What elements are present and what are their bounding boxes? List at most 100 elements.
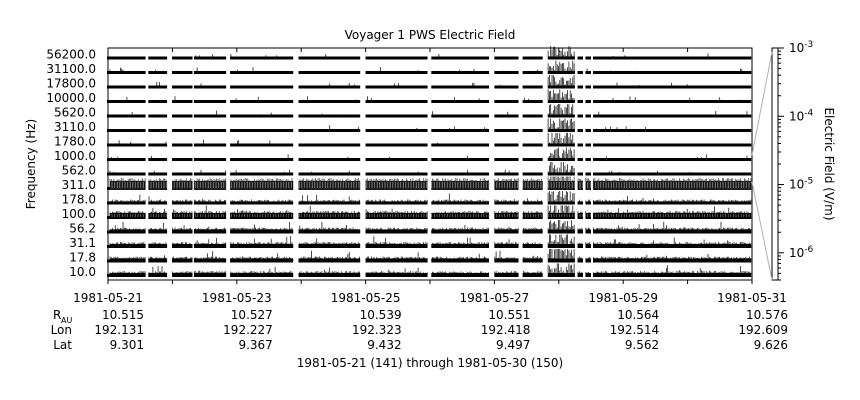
channel-trace: [107, 118, 752, 132]
channel-band: [110, 244, 146, 248]
channel-band: [431, 114, 489, 118]
x-tick-label: 1981-05-29: [588, 291, 658, 305]
channel-band: [593, 100, 751, 103]
channel-band: [110, 273, 146, 277]
ephemeris-value: 10.539: [360, 308, 402, 322]
channel-band: [110, 172, 146, 176]
channel-band: [148, 56, 168, 60]
ephemeris-value: 9.497: [496, 338, 530, 352]
channel-band: [431, 71, 489, 74]
channel-band: [431, 129, 489, 132]
channel-trace: [107, 205, 752, 219]
channel-band: [110, 143, 146, 147]
ephemeris-value: 192.418: [481, 323, 531, 337]
channel-spikes: [109, 220, 752, 234]
channel-band: [593, 71, 751, 74]
channel-band: [548, 229, 575, 234]
channel-band: [148, 229, 168, 234]
channel-band: [148, 158, 168, 161]
channel-trace: [107, 263, 752, 277]
channel-band: [548, 158, 575, 161]
channel-band: [548, 258, 575, 263]
channel-band: [431, 244, 489, 248]
channel-band: [230, 158, 294, 161]
channel-band: [365, 181, 428, 190]
channel-spikes: [109, 75, 752, 89]
ephemeris-value: 192.514: [610, 323, 660, 337]
channel-spikes: [109, 147, 752, 161]
colorbar-tick-label: 10-5: [789, 177, 813, 192]
channel-spikes: [109, 133, 752, 147]
channel-band: [593, 244, 751, 248]
channel-band: [148, 273, 168, 277]
channel-trace: [107, 220, 752, 234]
channel-band: [548, 172, 575, 176]
y-tick-label: 56.2: [69, 222, 96, 236]
channel-band: [431, 273, 489, 277]
channel-band: [593, 172, 751, 176]
y-tick-label: 31100.0: [46, 62, 96, 76]
channel-spikes: [109, 263, 752, 277]
channel-band: [230, 172, 294, 176]
channel-texture: [111, 182, 750, 188]
channel-band: [365, 71, 428, 74]
y-tick-label: 17.8: [69, 251, 96, 265]
ephemeris-label-r-subscript: AU: [61, 316, 72, 325]
channel-band: [431, 100, 489, 103]
channel-band: [110, 201, 146, 205]
y-tick-label: 10.0: [69, 265, 96, 279]
channel-band: [548, 85, 575, 89]
channel-band: [431, 143, 489, 147]
channel-band: [230, 143, 294, 147]
channel-band: [593, 114, 751, 118]
y-tick-label: 17800.0: [46, 77, 96, 91]
y-tick-label: 1780.0: [54, 135, 96, 149]
channel-band: [230, 56, 294, 60]
channel-band: [110, 100, 146, 103]
channel-band: [110, 229, 146, 234]
y-tick-label: 56200.0: [46, 48, 96, 62]
channel-band: [148, 213, 168, 219]
channel-band: [230, 85, 294, 89]
ephemeris-value: 10.576: [746, 308, 788, 322]
channel-band: [365, 258, 428, 263]
channel-band: [548, 100, 575, 103]
colorbar-tick-exponent: -3: [804, 40, 813, 50]
channel-band: [365, 172, 428, 176]
channel-band: [365, 229, 428, 234]
colorbar-tick-exponent: -4: [804, 108, 813, 118]
channel-band: [593, 181, 751, 190]
x-tick-label: 1981-05-21: [73, 291, 143, 305]
channel-trace: [107, 75, 752, 89]
channel-band: [365, 201, 428, 205]
channel-band: [365, 244, 428, 248]
colorbar-tick-label: 10-6: [789, 245, 814, 260]
channel-band: [431, 85, 489, 89]
channel-band: [230, 213, 294, 219]
colorbar-tick-exponent: -5: [804, 177, 813, 187]
channel-spikes: [109, 176, 752, 190]
channel-band: [230, 71, 294, 74]
channel-band: [593, 85, 751, 89]
ephemeris-label-lon: Lon: [51, 323, 72, 337]
x-tick-label: 1981-05-25: [331, 291, 401, 305]
channel-band: [148, 129, 168, 132]
channel-band: [110, 56, 146, 60]
channel-band: [593, 229, 751, 234]
colorbar-label: Electric Field (V/m): [822, 107, 836, 220]
channel-band: [548, 201, 575, 205]
x-tick-label: 1981-05-31: [717, 291, 787, 305]
ephemeris-value: 192.227: [223, 323, 273, 337]
channel-band: [548, 129, 575, 132]
y-axis-ticks: 56200.031100.017800.010000.05620.03110.0…: [46, 48, 96, 280]
y-tick-label: 311.0: [62, 178, 96, 192]
date-range-caption: 1981-05-21 (141) through 1981-05-30 (150…: [297, 356, 563, 370]
ephemeris-value: 10.564: [617, 308, 659, 322]
channel-spikes: [109, 191, 752, 205]
channel-band: [365, 100, 428, 103]
channel-band: [230, 201, 294, 205]
channel-texture: [111, 214, 750, 217]
channel-band: [548, 143, 575, 147]
